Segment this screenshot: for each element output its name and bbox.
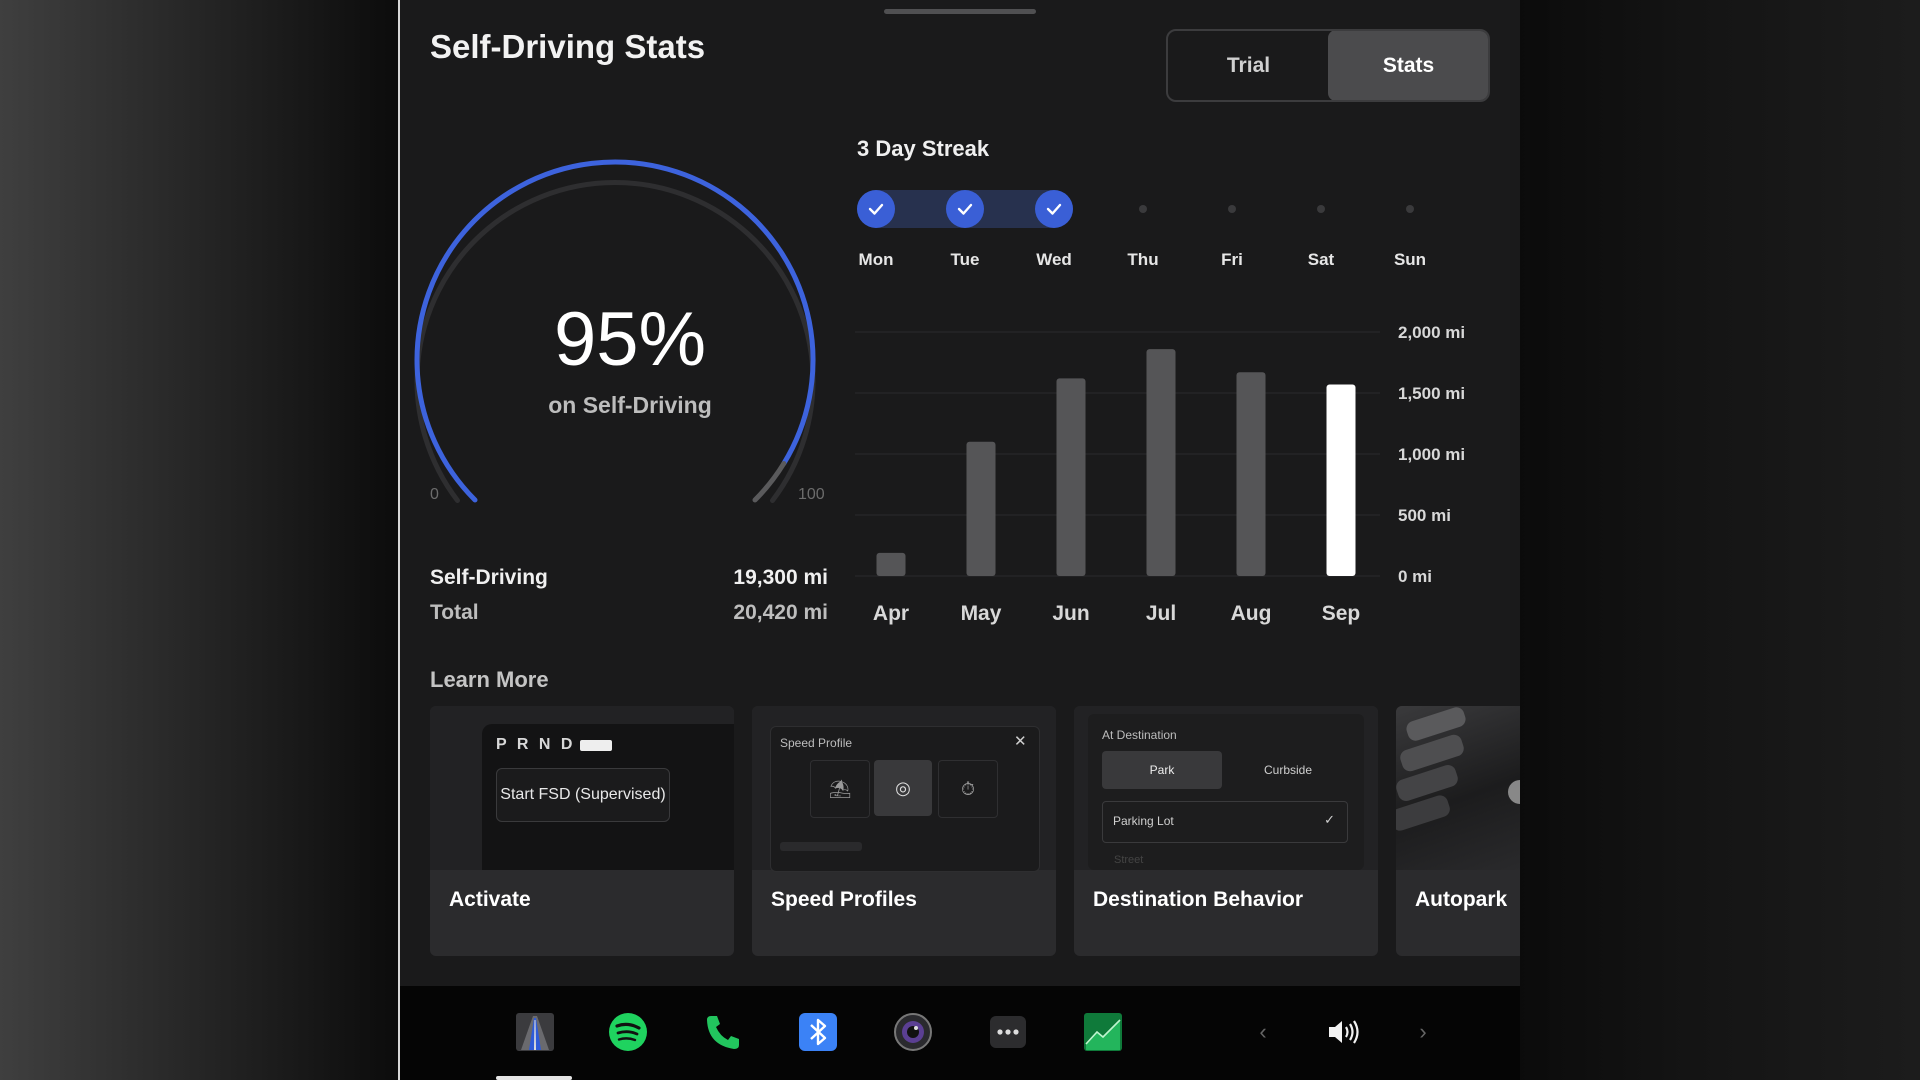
streak-day-fri-indicator: [1228, 205, 1236, 213]
card-label: Speed Profiles: [771, 888, 917, 911]
streak-day-label: Fri: [1221, 250, 1243, 269]
tab-stats[interactable]: Stats: [1328, 31, 1488, 100]
active-app-indicator: [496, 1076, 572, 1080]
gauge-tail: [752, 461, 787, 503]
card-speed-profiles[interactable]: Speed Profile ✕ ⛱ ◎ ⏱ Speed Profiles: [752, 706, 1056, 956]
x-tick-label: May: [961, 602, 1002, 625]
tab-trial[interactable]: Trial: [1226, 53, 1271, 77]
close-icon: ✕: [1014, 733, 1027, 750]
streak-day-label: Thu: [1127, 250, 1159, 269]
gauge-progress-arc: [414, 159, 816, 503]
monthly-distance-chart: 0 mi 500 mi 1,000 mi 1,500 mi 2,000 mi Apr May…: [855, 323, 1465, 625]
bar-sep[interactable]: [1326, 384, 1356, 576]
streak-day-label: Mon: [858, 250, 894, 269]
self-driving-label: Self-Driving: [430, 566, 548, 589]
streak-day-label: Wed: [1036, 250, 1072, 269]
camera-icon[interactable]: [893, 1012, 933, 1052]
streak-day-wed-indicator: [1035, 190, 1073, 228]
stocks-icon[interactable]: [1083, 1012, 1123, 1052]
page-title: Self-Driving Stats: [430, 28, 706, 65]
check-icon: [957, 203, 973, 215]
phone-icon[interactable]: [703, 1012, 743, 1052]
profile-standard-icon: ◎: [874, 760, 932, 816]
y-tick-label: 2,000 mi: [1398, 323, 1465, 342]
check-icon: [1046, 203, 1062, 215]
gauge-min-label: 0: [430, 486, 439, 503]
card-label: Destination Behavior: [1093, 888, 1304, 911]
streak-day-sat-indicator: [1317, 205, 1325, 213]
total-distance-row: Total 20,420 mi: [430, 601, 828, 625]
x-tick-label: Aug: [1231, 602, 1272, 625]
bar-aug[interactable]: [1236, 372, 1266, 576]
gauge-percent: 95%: [553, 297, 707, 382]
gear-selector-text: P R N D: [496, 736, 576, 753]
card-activate[interactable]: P R N D Start FSD (Supervised) Activate: [430, 706, 734, 956]
x-tick-label: Jul: [1146, 602, 1176, 625]
spotify-icon[interactable]: [608, 1012, 648, 1052]
x-tick-label: Apr: [873, 602, 909, 625]
check-icon: [868, 203, 884, 215]
y-tick-label: 1,000 mi: [1398, 445, 1465, 464]
car-icon[interactable]: [515, 1012, 555, 1052]
activate-thumbnail: P R N D Start FSD (Supervised): [430, 706, 734, 870]
streak-day-label: Sat: [1307, 250, 1335, 269]
streak-title: 3 Day Streak: [857, 136, 990, 161]
gauge-max-label: 100: [798, 486, 825, 503]
card-label: Activate: [449, 888, 531, 911]
bar-jul[interactable]: [1146, 349, 1176, 576]
streak-day-tue-indicator: [946, 190, 984, 228]
autopark-thumbnail: [1396, 706, 1520, 870]
streak-day-thu-indicator: [1139, 205, 1147, 213]
next-option: Street: [1114, 854, 1144, 866]
self-driving-value: 19,300 mi: [733, 566, 828, 589]
checkmark-icon: ✓: [1324, 812, 1335, 827]
speed-profiles-thumbnail: Speed Profile ✕ ⛱ ◎ ⏱: [752, 706, 1056, 872]
destination-behavior-thumbnail: At Destination Park Curbside Parking Lot…: [1074, 706, 1378, 870]
total-value: 20,420 mi: [733, 601, 828, 624]
y-tick-label: 0 mi: [1398, 567, 1432, 586]
streak-day-sun-indicator: [1406, 205, 1414, 213]
bar-apr[interactable]: [876, 552, 906, 576]
curbside-option: Curbside: [1263, 763, 1313, 777]
parking-lot-select: Parking Lot ✓: [1102, 801, 1348, 843]
gear-indicator: [580, 740, 612, 751]
at-destination-title: At Destination: [1102, 728, 1177, 742]
gauge-subtitle: on Self-Driving: [548, 392, 712, 418]
x-tick-label: Jun: [1052, 602, 1089, 625]
bluetooth-icon[interactable]: [798, 1012, 838, 1052]
streak-day-label: Tue: [950, 250, 980, 269]
streak-day-mon-indicator: [857, 190, 895, 228]
learn-more-title: Learn More: [430, 667, 549, 692]
select-value: Parking Lot: [1113, 814, 1174, 828]
card-destination-behavior[interactable]: At Destination Park Curbside Parking Lot…: [1074, 706, 1378, 956]
speaker-icon[interactable]: [1323, 1012, 1363, 1052]
y-tick-label: 1,500 mi: [1398, 384, 1465, 403]
x-tick-label: Sep: [1322, 602, 1361, 625]
parked-cars-illustration: [1396, 707, 1520, 831]
speed-profile-panel-title: Speed Profile: [780, 736, 853, 750]
card-label: Autopark: [1415, 888, 1508, 911]
y-tick-label: 500 mi: [1398, 506, 1451, 525]
touchscreen: Self-Driving Stats Trial Stats 95% on Se…: [400, 0, 1520, 1080]
streak-day-label: Sun: [1393, 250, 1427, 269]
card-autopark[interactable]: Autopark: [1396, 706, 1520, 956]
pull-handle[interactable]: [884, 9, 1036, 14]
bar-jun[interactable]: [1056, 378, 1086, 576]
chevron-left-icon[interactable]: ‹: [1259, 1019, 1267, 1044]
park-option: Park: [1102, 751, 1222, 789]
bar-may[interactable]: [966, 441, 996, 576]
more-icon[interactable]: [988, 1012, 1028, 1052]
self-driving-distance-row: Self-Driving 19,300 mi: [430, 566, 828, 590]
profile-hurry-icon: ⏱: [938, 760, 998, 818]
self-driving-gauge: [414, 159, 816, 503]
total-label: Total: [430, 601, 479, 624]
start-fsd-button-preview: Start FSD (Supervised): [496, 768, 670, 822]
placeholder-line: [780, 842, 862, 851]
profile-chill-icon: ⛱: [810, 760, 870, 818]
screen-edge: [398, 0, 401, 1080]
view-toggle: Trial Stats: [1166, 29, 1490, 102]
chevron-right-icon[interactable]: ›: [1419, 1019, 1427, 1044]
